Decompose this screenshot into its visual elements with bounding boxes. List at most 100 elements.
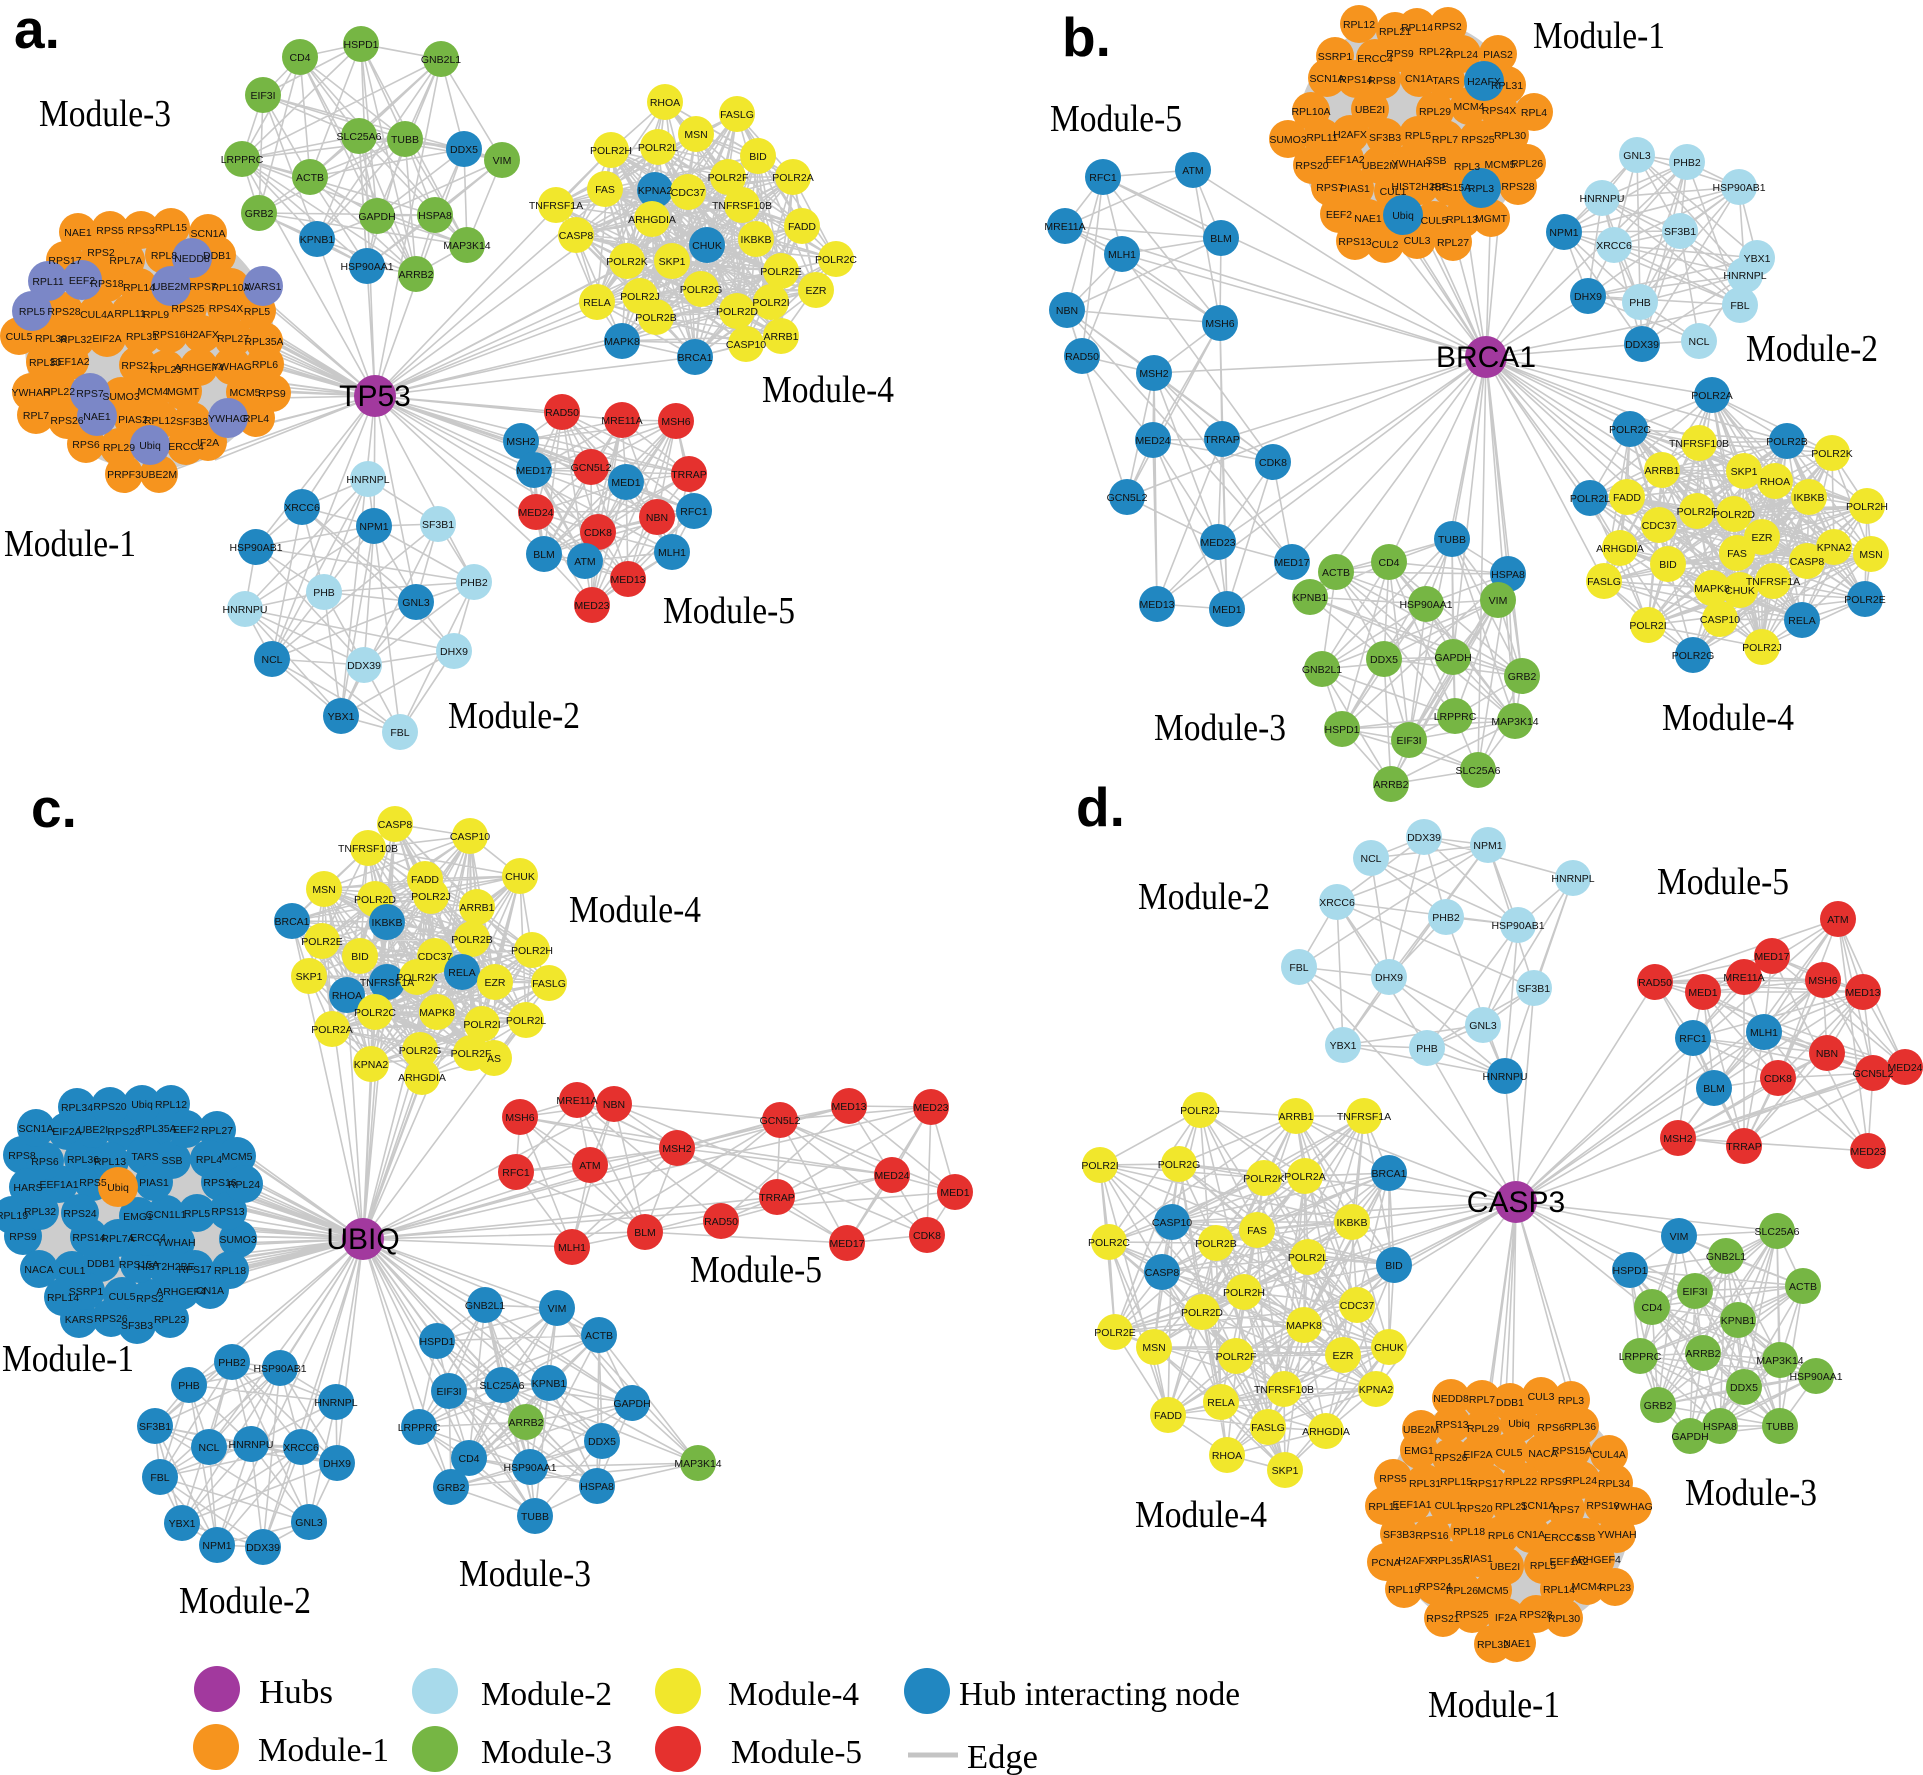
svg-text:HSPA8: HSPA8 [1491, 569, 1525, 581]
svg-text:GNB2L1: GNB2L1 [465, 1300, 505, 1312]
svg-text:ATM: ATM [579, 1160, 600, 1172]
svg-text:NPM1: NPM1 [1549, 227, 1578, 239]
svg-text:RPS8: RPS8 [8, 1150, 36, 1162]
svg-text:MSH6: MSH6 [1205, 318, 1234, 330]
svg-text:SKP1: SKP1 [1731, 466, 1758, 478]
svg-text:RPS9: RPS9 [1386, 48, 1414, 60]
svg-text:HSP90AB1: HSP90AB1 [229, 542, 282, 554]
svg-text:CASP10: CASP10 [1152, 1217, 1192, 1229]
svg-text:MRE11A: MRE11A [556, 1095, 597, 1107]
svg-text:HSPA8: HSPA8 [1703, 1421, 1737, 1433]
svg-text:YWHAH: YWHAH [11, 387, 50, 399]
svg-text:EIF2A: EIF2A [52, 1126, 81, 1138]
svg-text:GRB2: GRB2 [437, 1482, 466, 1494]
svg-text:RPL30: RPL30 [1494, 130, 1526, 142]
svg-text:XRCC6: XRCC6 [284, 502, 320, 514]
svg-text:CUL5: CUL5 [1421, 215, 1448, 227]
svg-text:RPS9: RPS9 [1540, 1476, 1568, 1488]
svg-text:XRCC6: XRCC6 [283, 1442, 319, 1454]
svg-text:RPL8: RPL8 [151, 250, 177, 262]
svg-text:CHUK: CHUK [692, 240, 722, 252]
svg-text:GNB2L1: GNB2L1 [1706, 1251, 1746, 1263]
svg-text:BRCA1: BRCA1 [1436, 341, 1536, 374]
svg-text:RPL36: RPL36 [1564, 1421, 1596, 1433]
svg-text:MAPK8: MAPK8 [1286, 1320, 1322, 1332]
svg-text:RPS15A: RPS15A [119, 1259, 159, 1271]
svg-text:SUMO3: SUMO3 [102, 391, 140, 403]
svg-text:POLR2A: POLR2A [311, 1024, 352, 1036]
svg-text:ATM: ATM [1827, 914, 1848, 926]
svg-text:H2AFX: H2AFX [1333, 129, 1367, 141]
svg-text:ATM: ATM [574, 556, 595, 568]
svg-text:RPL4: RPL4 [243, 413, 269, 425]
svg-text:RPL31: RPL31 [1409, 1478, 1441, 1490]
svg-text:POLR2H: POLR2H [1223, 1287, 1265, 1299]
svg-text:BRCA1: BRCA1 [274, 916, 309, 928]
svg-text:RELA: RELA [583, 297, 610, 309]
svg-text:RPL18: RPL18 [1453, 1526, 1485, 1538]
svg-text:RPL3: RPL3 [1468, 183, 1494, 195]
svg-text:BID: BID [749, 151, 767, 163]
svg-text:RPL22: RPL22 [1505, 1476, 1537, 1488]
svg-text:GNB2L1: GNB2L1 [421, 54, 461, 66]
svg-text:RPL7A: RPL7A [109, 255, 142, 267]
svg-text:CUL1: CUL1 [1435, 1500, 1462, 1512]
svg-text:PRPF3: PRPF3 [107, 469, 141, 481]
svg-text:RPL5: RPL5 [1405, 130, 1431, 142]
svg-text:RPL12: RPL12 [155, 1099, 187, 1111]
svg-text:MAP3K14: MAP3K14 [674, 1458, 721, 1470]
svg-text:CUL5: CUL5 [6, 331, 33, 343]
svg-text:RPS26: RPS26 [94, 1313, 127, 1325]
svg-text:RPS28: RPS28 [1501, 181, 1534, 193]
svg-text:Ubiq: Ubiq [139, 440, 161, 452]
svg-text:SKP1: SKP1 [296, 971, 323, 983]
svg-text:SF3B1: SF3B1 [422, 519, 454, 531]
svg-text:NEDD8: NEDD8 [174, 253, 210, 265]
svg-text:RFC1: RFC1 [680, 506, 708, 518]
svg-text:ARRB2: ARRB2 [398, 269, 433, 281]
svg-text:RPS25: RPS25 [1461, 134, 1494, 146]
svg-text:SLC25A6: SLC25A6 [1755, 1226, 1800, 1238]
svg-text:RELA: RELA [1207, 1397, 1234, 1409]
svg-text:CUL2: CUL2 [1372, 239, 1399, 251]
svg-text:GAPDH: GAPDH [358, 211, 395, 223]
svg-text:TRRAP: TRRAP [671, 469, 707, 481]
svg-text:POLR2E: POLR2E [1844, 594, 1885, 606]
svg-text:FASLG: FASLG [1251, 1422, 1285, 1434]
svg-text:BLM: BLM [634, 1227, 656, 1239]
svg-text:DHX9: DHX9 [323, 1458, 351, 1470]
svg-text:MED23: MED23 [913, 1102, 948, 1114]
svg-text:POLR2H: POLR2H [511, 945, 553, 957]
svg-text:RPS21: RPS21 [121, 360, 154, 372]
svg-text:GAPDH: GAPDH [613, 1398, 650, 1410]
svg-text:Ubiq: Ubiq [131, 1099, 153, 1111]
svg-text:HSP90AB1: HSP90AB1 [1491, 920, 1544, 932]
svg-text:RPL12: RPL12 [144, 415, 176, 427]
svg-text:RELA: RELA [1788, 615, 1815, 627]
svg-text:CASP10: CASP10 [726, 339, 766, 351]
svg-text:POLR2D: POLR2D [1713, 509, 1755, 521]
svg-text:Module-5: Module-5 [690, 1249, 822, 1291]
svg-text:POLR2C: POLR2C [815, 254, 857, 266]
svg-text:ARHGEF4: ARHGEF4 [1571, 1554, 1621, 1566]
svg-text:POLR2B: POLR2B [1195, 1238, 1236, 1250]
svg-text:SKP1: SKP1 [659, 256, 686, 268]
svg-text:POLR2E: POLR2E [301, 936, 342, 948]
svg-text:SF3B1: SF3B1 [1664, 226, 1696, 238]
svg-text:GAPDH: GAPDH [1671, 1431, 1708, 1443]
svg-text:RPS2: RPS2 [136, 1293, 164, 1305]
svg-text:RPS16: RPS16 [203, 1177, 236, 1189]
svg-text:DDB1: DDB1 [1496, 1397, 1524, 1409]
svg-text:RPS5: RPS5 [96, 225, 124, 237]
svg-text:RPS7: RPS7 [189, 281, 217, 293]
svg-text:RPS8: RPS8 [1368, 75, 1396, 87]
svg-text:WARS1: WARS1 [245, 281, 282, 293]
svg-text:CDK8: CDK8 [1764, 1073, 1792, 1085]
svg-text:GNL3: GNL3 [295, 1517, 323, 1529]
svg-text:YBX1: YBX1 [169, 1518, 196, 1530]
svg-text:NBN: NBN [603, 1099, 625, 1111]
svg-text:c.: c. [31, 777, 77, 839]
svg-text:RPL26: RPL26 [1511, 158, 1543, 170]
svg-text:Module-2: Module-2 [179, 1580, 311, 1622]
svg-text:PHB2: PHB2 [1432, 912, 1460, 924]
